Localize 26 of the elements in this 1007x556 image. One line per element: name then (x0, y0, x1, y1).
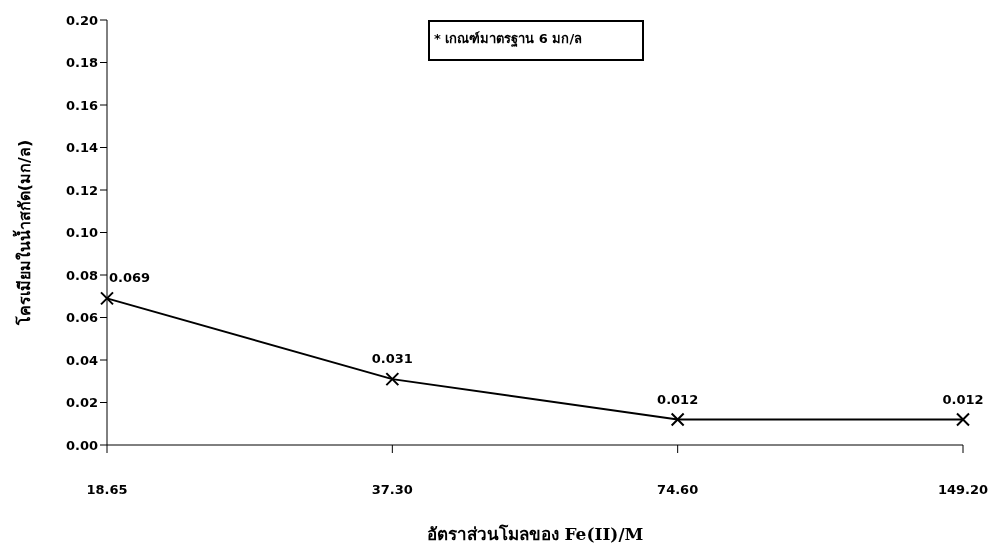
point (956, 412, 970, 427)
data-label: 0.069 (109, 270, 151, 286)
data-label: 0.031 (371, 351, 413, 367)
y-tick-label: 0.00 (65, 437, 98, 453)
y-axis-title: โครเมียมในน้ำสกัด(มก/ล) (12, 139, 34, 327)
y-tick-label: 0.06 (65, 310, 98, 326)
y-tick-label: 0.14 (65, 140, 98, 156)
x-axis-title: อัตราส่วนโมลของ Fe(II)/M (426, 524, 644, 544)
y-tick-label: 0.16 (65, 97, 98, 113)
point (100, 291, 114, 306)
y-tick-label: 0.02 (65, 395, 98, 411)
y-tick-label: 0.20 (65, 12, 98, 28)
y-tick-label: 0.04 (65, 352, 98, 368)
point (385, 372, 400, 387)
x-tick-label: 37.30 (371, 482, 413, 498)
y-tick-label: 0.10 (65, 225, 98, 241)
data-label: 0.012 (657, 391, 699, 407)
y-tick-label: 0.18 (65, 55, 98, 71)
x-tick-label: 74.60 (657, 482, 699, 498)
x-tick-label: 18.65 (86, 482, 128, 498)
data-label: 0.012 (942, 391, 984, 407)
y-tick-label: 0.12 (65, 182, 98, 198)
y-tick-label: 0.08 (65, 267, 98, 283)
point (670, 412, 685, 427)
x-tick-label: 149.20 (937, 482, 989, 498)
annotation: * เกณฑ์มาตรฐาน 6 มก/ล (433, 30, 584, 49)
